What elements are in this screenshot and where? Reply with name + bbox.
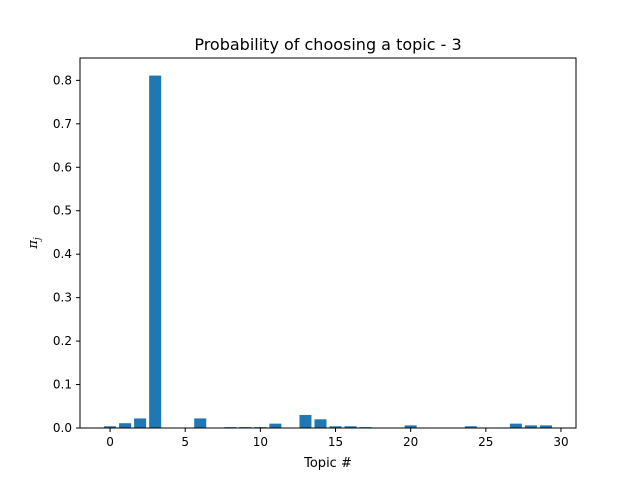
y-axis-ticks: 0.0 0.1 0.2 0.3 0.4 0.5 0.6 0.7 0.8: [53, 73, 80, 435]
bar-topic-27: [509, 423, 522, 428]
y-axis-label-main: π: [26, 240, 41, 250]
bar-topic-14: [314, 419, 327, 428]
bar-topic-29: [539, 425, 552, 428]
y-tick-label: 0.2: [53, 334, 72, 348]
x-tick-label: 5: [181, 435, 189, 449]
x-tick-label: 15: [328, 435, 343, 449]
bar-topic-24: [464, 426, 477, 428]
bar-topic-28: [524, 425, 537, 428]
svg-text:πj: πj: [26, 237, 43, 250]
bar-topic-16: [344, 426, 357, 428]
y-tick-label: 0.0: [53, 421, 72, 435]
y-tick-label: 0.1: [53, 378, 72, 392]
bar-topic-11: [269, 423, 282, 428]
x-axis-label: Topic #: [303, 456, 352, 471]
bar-topic-0: [104, 426, 117, 428]
bar-topic-2: [134, 418, 147, 428]
y-tick-label: 0.4: [53, 247, 72, 261]
y-axis-label: πj: [26, 237, 43, 250]
bar-topic-6: [194, 418, 207, 428]
plot-frame: [79, 57, 577, 429]
y-tick-label: 0.3: [53, 291, 72, 305]
y-tick-label: 0.5: [53, 204, 72, 218]
x-tick-label: 0: [106, 435, 114, 449]
bar-topic-20: [404, 425, 417, 428]
x-tick-label: 25: [478, 435, 493, 449]
bar-topic-15: [329, 426, 342, 428]
y-axis-label-sub: j: [33, 237, 43, 242]
x-tick-label: 20: [403, 435, 418, 449]
bar-topic-1: [119, 423, 132, 428]
x-tick-label: 30: [553, 435, 568, 449]
bar-topic-3: [149, 75, 162, 428]
x-axis-ticks: 0 5 10 15 20 25 30: [106, 428, 569, 449]
bars-group: [104, 75, 552, 428]
y-tick-label: 0.8: [53, 73, 72, 87]
x-tick-label: 10: [253, 435, 268, 449]
y-tick-label: 0.7: [53, 117, 72, 131]
chart-title: Probability of choosing a topic - 3: [194, 35, 461, 54]
bar-topic-13: [299, 414, 312, 428]
y-tick-label: 0.6: [53, 160, 72, 174]
